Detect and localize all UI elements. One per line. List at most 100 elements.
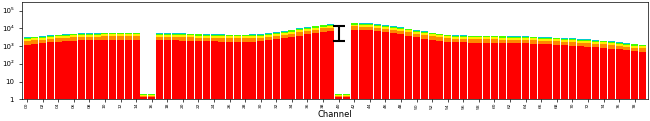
Bar bbox=[234, 36, 241, 38]
Bar bbox=[257, 36, 265, 38]
Bar bbox=[242, 35, 249, 36]
Bar bbox=[397, 29, 404, 31]
Bar bbox=[405, 30, 412, 32]
Bar bbox=[506, 37, 514, 38]
Bar bbox=[296, 30, 303, 32]
Bar bbox=[577, 43, 584, 46]
Bar bbox=[382, 26, 389, 27]
Bar bbox=[234, 42, 241, 99]
Bar bbox=[374, 24, 381, 25]
Bar bbox=[335, 94, 342, 95]
Bar bbox=[312, 26, 318, 28]
Bar bbox=[242, 36, 249, 38]
Bar bbox=[530, 40, 537, 44]
Bar bbox=[367, 24, 373, 25]
Bar bbox=[328, 31, 334, 99]
Bar bbox=[78, 40, 85, 99]
Bar bbox=[265, 33, 272, 34]
Bar bbox=[351, 26, 358, 30]
Bar bbox=[428, 36, 436, 40]
Bar bbox=[320, 25, 326, 26]
Bar bbox=[335, 95, 342, 96]
X-axis label: Channel: Channel bbox=[317, 110, 352, 119]
Bar bbox=[584, 41, 592, 43]
Bar bbox=[460, 37, 467, 39]
Bar bbox=[413, 37, 420, 99]
Bar bbox=[47, 35, 54, 36]
Bar bbox=[639, 48, 646, 52]
Bar bbox=[148, 97, 155, 99]
Bar bbox=[600, 48, 607, 99]
Bar bbox=[359, 23, 365, 24]
Bar bbox=[584, 39, 592, 40]
Bar bbox=[569, 45, 576, 99]
Bar bbox=[265, 40, 272, 99]
Bar bbox=[31, 40, 38, 44]
Bar bbox=[421, 32, 428, 33]
Bar bbox=[530, 37, 537, 38]
Bar bbox=[296, 29, 303, 30]
Bar bbox=[273, 33, 280, 34]
Bar bbox=[39, 36, 46, 37]
Bar bbox=[514, 37, 521, 38]
Bar bbox=[296, 32, 303, 36]
Bar bbox=[608, 45, 615, 49]
Bar bbox=[452, 39, 459, 42]
Bar bbox=[499, 38, 506, 40]
Bar bbox=[187, 41, 194, 99]
Bar bbox=[257, 41, 265, 99]
Bar bbox=[289, 32, 295, 34]
Bar bbox=[218, 36, 226, 38]
Bar bbox=[47, 39, 54, 42]
Bar bbox=[172, 34, 179, 35]
Bar bbox=[561, 40, 568, 42]
Bar bbox=[460, 39, 467, 42]
Bar bbox=[148, 95, 155, 96]
Bar bbox=[62, 41, 70, 99]
Bar bbox=[631, 45, 638, 46]
Bar bbox=[164, 34, 171, 35]
Bar bbox=[436, 38, 443, 41]
Bar bbox=[584, 47, 592, 99]
Bar bbox=[608, 41, 615, 42]
Bar bbox=[530, 44, 537, 99]
Bar bbox=[561, 45, 568, 99]
Bar bbox=[23, 41, 31, 45]
Bar bbox=[250, 35, 257, 36]
Bar bbox=[242, 38, 249, 42]
Bar bbox=[616, 44, 623, 46]
Bar bbox=[101, 33, 109, 34]
Bar bbox=[428, 34, 436, 36]
Bar bbox=[328, 28, 334, 31]
Bar bbox=[289, 37, 295, 99]
Bar bbox=[639, 46, 646, 48]
Bar bbox=[140, 96, 148, 97]
Bar bbox=[577, 46, 584, 99]
Bar bbox=[62, 36, 70, 38]
Bar bbox=[374, 25, 381, 26]
Bar bbox=[203, 38, 210, 41]
Bar bbox=[382, 29, 389, 32]
Bar bbox=[289, 34, 295, 37]
Bar bbox=[117, 40, 124, 99]
Bar bbox=[639, 45, 646, 46]
Bar bbox=[467, 36, 474, 37]
Bar bbox=[164, 40, 171, 99]
Bar bbox=[506, 43, 514, 99]
Bar bbox=[304, 27, 311, 28]
Bar bbox=[382, 32, 389, 99]
Bar bbox=[577, 40, 584, 41]
Bar bbox=[78, 33, 85, 34]
Bar bbox=[117, 33, 124, 34]
Bar bbox=[561, 38, 568, 39]
Bar bbox=[460, 42, 467, 99]
Bar bbox=[397, 31, 404, 34]
Bar bbox=[374, 26, 381, 28]
Bar bbox=[475, 37, 482, 39]
Bar bbox=[156, 35, 163, 37]
Bar bbox=[250, 38, 257, 42]
Bar bbox=[499, 40, 506, 43]
Bar bbox=[31, 37, 38, 38]
Bar bbox=[623, 44, 630, 45]
Bar bbox=[413, 34, 420, 37]
